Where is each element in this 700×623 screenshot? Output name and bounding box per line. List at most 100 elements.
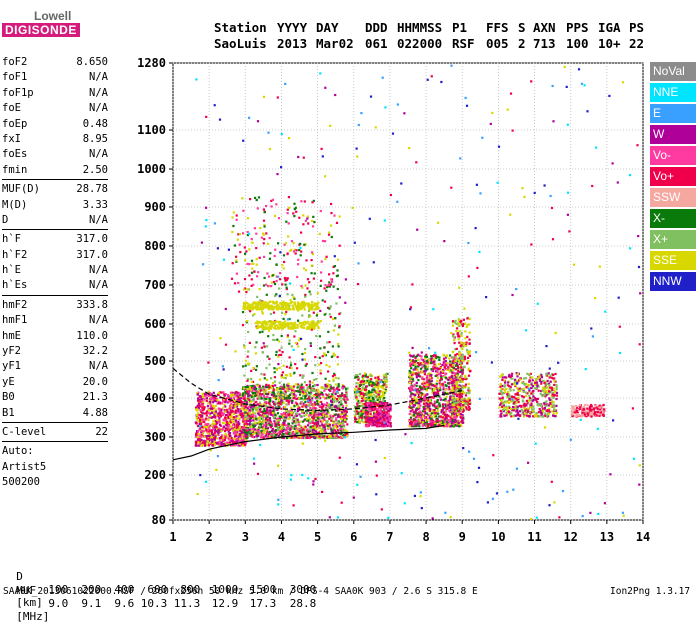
data-point <box>410 417 412 419</box>
data-point <box>273 281 275 283</box>
data-point <box>254 422 256 424</box>
data-point <box>381 386 383 388</box>
data-point <box>310 342 312 344</box>
data-point <box>249 419 251 421</box>
data-point <box>273 367 275 369</box>
data-point <box>306 436 308 438</box>
data-point <box>246 391 248 393</box>
y-tick-label: 1100 <box>137 123 166 137</box>
data-point <box>328 281 330 283</box>
data-point <box>338 313 340 315</box>
data-point <box>431 412 433 414</box>
data-point <box>254 197 256 199</box>
data-point <box>302 214 304 216</box>
data-point <box>339 397 341 399</box>
data-point <box>231 216 233 218</box>
data-point <box>281 312 283 314</box>
data-point <box>280 413 282 415</box>
data-point <box>275 306 277 308</box>
data-point <box>245 365 247 367</box>
data-point <box>285 416 287 418</box>
data-point <box>209 398 211 400</box>
data-point <box>314 390 316 392</box>
data-point <box>255 341 257 343</box>
data-point <box>313 415 315 417</box>
x-tick-label: 12 <box>563 530 577 544</box>
data-point <box>354 410 356 412</box>
data-point <box>304 397 306 399</box>
data-point <box>284 277 286 279</box>
data-point <box>227 401 229 403</box>
data-point <box>280 399 282 401</box>
data-point <box>227 394 229 396</box>
data-point <box>257 271 259 273</box>
data-point <box>299 243 301 245</box>
data-point <box>283 365 285 367</box>
data-point <box>315 335 317 337</box>
data-point <box>322 355 324 357</box>
data-point <box>220 436 222 438</box>
data-point <box>345 407 347 409</box>
data-point <box>275 389 277 391</box>
data-point <box>279 349 281 351</box>
data-point <box>293 335 295 337</box>
data-point <box>297 386 299 388</box>
data-point <box>267 304 269 306</box>
data-point <box>328 436 330 438</box>
data-point <box>374 377 376 379</box>
data-point <box>328 385 330 387</box>
data-point <box>259 307 261 309</box>
data-point <box>272 334 274 336</box>
x-tick-label: 9 <box>459 530 466 544</box>
data-point <box>253 271 255 273</box>
data-point <box>290 323 292 325</box>
data-point <box>292 296 294 298</box>
data-point <box>278 287 280 289</box>
data-point <box>291 437 293 439</box>
data-point <box>271 321 273 323</box>
data-point <box>451 372 453 374</box>
data-point <box>201 426 203 428</box>
data-point <box>291 294 293 296</box>
data-point <box>245 416 247 418</box>
data-point <box>357 379 359 381</box>
data-point <box>326 402 328 404</box>
data-point <box>252 419 254 421</box>
data-point <box>448 386 450 388</box>
data-point <box>311 251 313 253</box>
data-point <box>335 417 337 419</box>
data-point <box>258 398 260 400</box>
data-point <box>271 205 273 207</box>
data-point <box>296 398 298 400</box>
data-point <box>244 421 246 423</box>
data-point <box>274 376 276 378</box>
data-point <box>285 377 287 379</box>
data-point <box>327 427 329 429</box>
data-point <box>210 439 212 441</box>
data-point <box>300 232 302 234</box>
data-point <box>369 410 371 412</box>
data-point <box>420 368 422 370</box>
data-point <box>338 383 340 385</box>
data-point <box>256 435 258 437</box>
data-point <box>380 415 382 417</box>
data-point <box>246 432 248 434</box>
data-point <box>337 343 339 345</box>
y-tick-label: 700 <box>144 278 166 292</box>
data-point <box>365 382 367 384</box>
data-point <box>408 406 410 408</box>
data-point <box>247 331 249 333</box>
data-point <box>213 392 215 394</box>
data-point <box>285 387 287 389</box>
data-point <box>306 412 308 414</box>
data-point <box>311 382 313 384</box>
data-point <box>212 398 214 400</box>
data-point <box>263 208 265 210</box>
data-point <box>314 356 316 358</box>
data-point <box>346 393 348 395</box>
data-point <box>258 396 260 398</box>
data-point <box>299 415 301 417</box>
data-point <box>205 429 207 431</box>
data-point <box>275 263 277 265</box>
data-point <box>268 276 270 278</box>
